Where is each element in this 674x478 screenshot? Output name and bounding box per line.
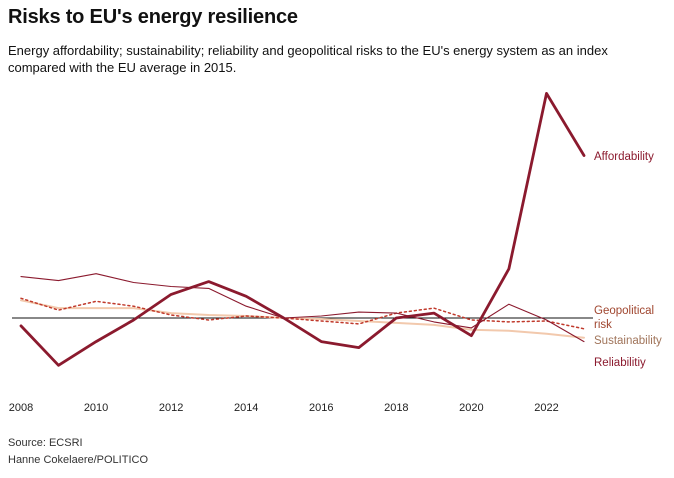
chart-subtitle: Energy affordability; sustainability; re… xyxy=(8,43,608,75)
x-tick-label-2020: 2020 xyxy=(459,402,483,414)
series-label-sustainability: Sustainability xyxy=(594,335,662,347)
series-label-geopolitical-risk: Geopolitical risk xyxy=(594,305,654,331)
series-line-reliabilitiy xyxy=(20,273,585,343)
chart-title: Risks to EU's energy resilience xyxy=(8,6,298,28)
x-tick-label-2016: 2016 xyxy=(309,402,333,414)
x-tick-label-2022: 2022 xyxy=(534,402,558,414)
x-tick-label-2014: 2014 xyxy=(234,402,258,414)
series-line-sustainability xyxy=(20,299,585,339)
x-tick-label-2008: 2008 xyxy=(9,402,33,414)
x-tick-label-2018: 2018 xyxy=(384,402,408,414)
credit-note: Hanne Cokelaere/POLITICO xyxy=(8,454,149,466)
x-tick-label-2010: 2010 xyxy=(84,402,108,414)
series-label-reliabilitiy: Reliabilitiy xyxy=(594,357,646,369)
series-line-affordability xyxy=(19,92,586,367)
x-tick-label-2012: 2012 xyxy=(159,402,183,414)
series-line-geopolitical-risk xyxy=(20,297,585,330)
source-note: Source: ECSRI xyxy=(8,437,83,449)
series-label-affordability: Affordability xyxy=(594,151,654,163)
